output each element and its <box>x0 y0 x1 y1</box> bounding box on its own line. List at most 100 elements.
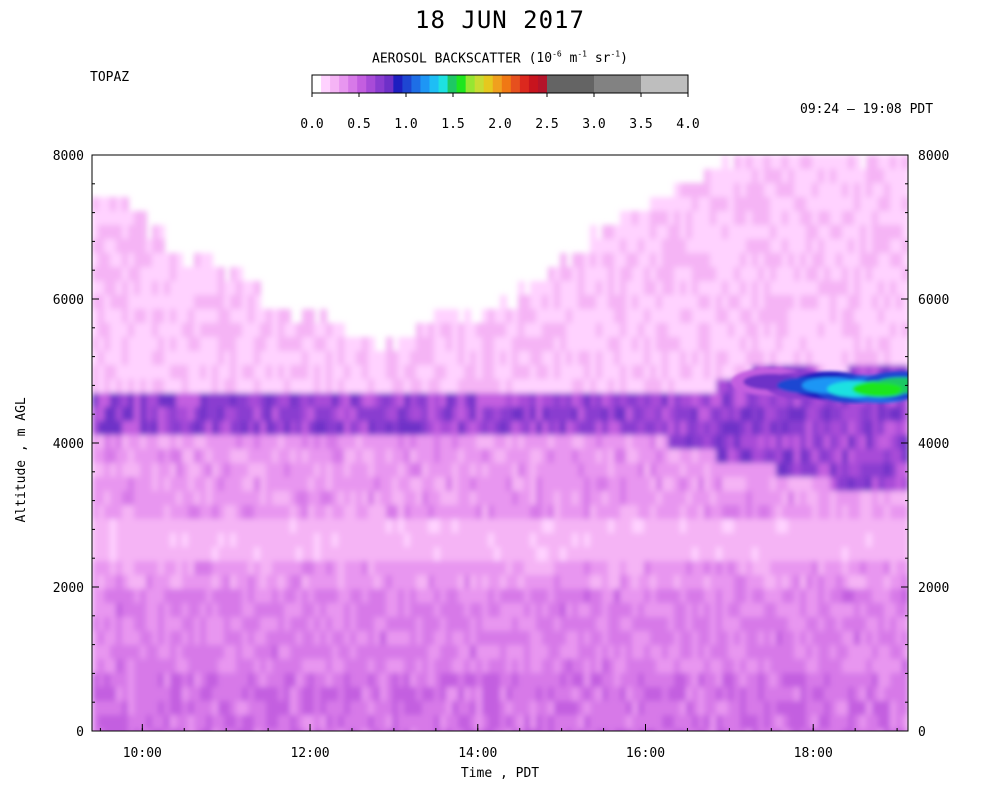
heatmap-cell <box>554 463 561 478</box>
heatmap-cell <box>530 673 537 688</box>
heatmap-cell <box>686 561 693 576</box>
heatmap-cell <box>788 309 795 324</box>
heatmap-cell <box>164 253 171 268</box>
heatmap-cell <box>266 575 273 590</box>
heatmap-cell <box>668 295 675 310</box>
heatmap-cell <box>572 253 579 268</box>
heatmap-cell <box>692 505 699 520</box>
heatmap-cell <box>578 337 585 352</box>
heatmap-cell <box>866 519 873 534</box>
heatmap-cell <box>476 715 483 730</box>
heatmap-cell <box>782 309 789 324</box>
heatmap-cell <box>434 365 441 380</box>
heatmap-cell <box>602 659 609 674</box>
heatmap-cell <box>530 309 537 324</box>
heatmap-cell <box>374 701 381 716</box>
heatmap-cell <box>416 435 423 450</box>
heatmap-cell <box>272 673 279 688</box>
heatmap-cell <box>176 673 183 688</box>
heatmap-cell <box>836 575 843 590</box>
heatmap-cell <box>788 337 795 352</box>
heatmap-cell <box>536 477 543 492</box>
heatmap-cell <box>536 379 543 394</box>
heatmap-cell <box>452 449 459 464</box>
heatmap-cell <box>362 407 369 422</box>
heatmap-cell <box>812 197 819 212</box>
heatmap-cell <box>812 491 819 506</box>
heatmap-cell <box>728 603 735 618</box>
heatmap-cell <box>902 253 908 268</box>
heatmap-cell <box>470 645 477 660</box>
heatmap-cell <box>572 281 579 296</box>
heatmap-cell <box>764 197 771 212</box>
heatmap-cell <box>836 197 843 212</box>
heatmap-cell <box>758 211 765 226</box>
heatmap-cell <box>692 183 699 198</box>
heatmap-cell <box>836 505 843 520</box>
heatmap-cell <box>182 659 189 674</box>
heatmap-cell <box>338 729 345 731</box>
heatmap-cell <box>476 561 483 576</box>
heatmap-cell <box>704 561 711 576</box>
heatmap-cell <box>506 435 513 450</box>
heatmap-cell <box>722 393 729 408</box>
heatmap-cell <box>770 617 777 632</box>
heatmap-cell <box>842 589 849 604</box>
heatmap-cell <box>152 505 159 520</box>
heatmap-cell <box>518 589 525 604</box>
heatmap-cell <box>704 197 711 212</box>
heatmap-cell <box>374 463 381 478</box>
heatmap-cell <box>536 295 543 310</box>
heatmap-cell <box>218 351 225 366</box>
heatmap-cell <box>662 715 669 730</box>
heatmap-cell <box>416 561 423 576</box>
heatmap-cell <box>122 505 129 520</box>
heatmap-cell <box>308 631 315 646</box>
heatmap-cell <box>794 393 801 408</box>
heatmap-cell <box>494 603 501 618</box>
heatmap-cell <box>800 197 807 212</box>
heatmap-cell <box>236 561 243 576</box>
heatmap-cell <box>272 323 279 338</box>
heatmap-cell <box>860 645 867 660</box>
heatmap-cell <box>674 603 681 618</box>
heatmap-cell <box>788 617 795 632</box>
heatmap-cell <box>800 295 807 310</box>
heatmap-cell <box>98 701 105 716</box>
heatmap-cell <box>488 351 495 366</box>
heatmap-cell <box>806 561 813 576</box>
heatmap-cell <box>770 449 777 464</box>
heatmap-cell <box>422 379 429 394</box>
heatmap-cell <box>848 659 855 674</box>
heatmap-cell <box>752 715 759 730</box>
heatmap-cell <box>734 295 741 310</box>
heatmap-cell <box>722 407 729 422</box>
heatmap-cell <box>332 617 339 632</box>
heatmap-cell <box>242 393 249 408</box>
heatmap-cell <box>812 393 819 408</box>
heatmap-cell <box>434 435 441 450</box>
heatmap-cell <box>872 673 879 688</box>
heatmap-cell <box>122 603 129 618</box>
heatmap-cell <box>830 463 837 478</box>
heatmap-cell <box>674 323 681 338</box>
heatmap-cell <box>812 701 819 716</box>
heatmap-cell <box>446 309 453 324</box>
heatmap-cell <box>296 449 303 464</box>
heatmap-cell <box>200 645 207 660</box>
heatmap-cell <box>200 659 207 674</box>
heatmap-cell <box>230 351 237 366</box>
heatmap-cell <box>566 295 573 310</box>
heatmap-cell <box>140 519 147 534</box>
heatmap-cell <box>818 617 825 632</box>
heatmap-cell <box>542 337 549 352</box>
heatmap-cell <box>116 589 123 604</box>
heatmap-cell <box>650 351 657 366</box>
heatmap-cell <box>590 603 597 618</box>
heatmap-cell <box>560 729 567 731</box>
heatmap-cell <box>794 673 801 688</box>
heatmap-cell <box>404 533 411 548</box>
heatmap-cell <box>200 575 207 590</box>
heatmap-cell <box>722 267 729 282</box>
heatmap-cell <box>656 449 663 464</box>
